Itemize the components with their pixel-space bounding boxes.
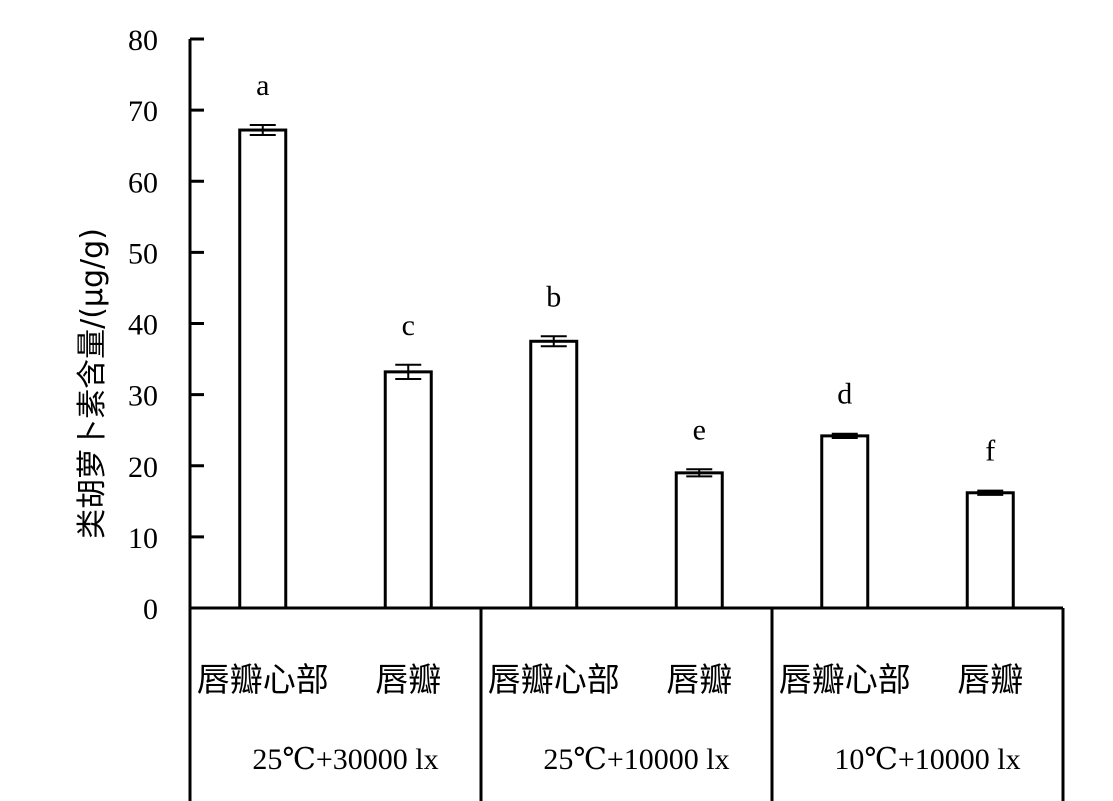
significance-letter: a [256, 69, 269, 102]
significance-letter: b [546, 280, 561, 313]
group-label: 10℃+10000 lx [834, 743, 1020, 776]
y-tick-label: 30 [128, 380, 158, 413]
y-tick-label: 60 [128, 166, 158, 199]
group-label: 25℃+30000 lx [252, 743, 438, 776]
significance-letter: f [985, 435, 995, 468]
bar [383, 370, 433, 610]
category-label: 唇瓣 [957, 660, 1023, 699]
category-label: 唇瓣心部 [197, 660, 329, 699]
y-axis-label: 类胡萝卜素含量/(μg/g) [75, 228, 110, 539]
y-tick-label: 10 [128, 522, 158, 555]
y-tick-label: 0 [143, 593, 158, 626]
category-label: 唇瓣心部 [779, 660, 911, 699]
bar [529, 339, 579, 610]
significance-letter: c [402, 309, 415, 342]
y-tick-label: 40 [128, 309, 158, 342]
category-label: 唇瓣 [666, 660, 732, 699]
bar [238, 128, 288, 610]
y-tick-label: 50 [128, 237, 158, 270]
bar [820, 434, 870, 610]
bar [965, 491, 1015, 610]
significance-letter: e [693, 413, 706, 446]
y-tick-label: 80 [128, 24, 158, 57]
category-label: 唇瓣 [375, 660, 441, 699]
significance-letter: d [837, 378, 852, 411]
category-label: 唇瓣心部 [488, 660, 620, 699]
group-label: 25℃+10000 lx [543, 743, 729, 776]
y-tick-label: 70 [128, 95, 158, 128]
y-tick-label: 20 [128, 451, 158, 484]
bar [674, 471, 724, 610]
